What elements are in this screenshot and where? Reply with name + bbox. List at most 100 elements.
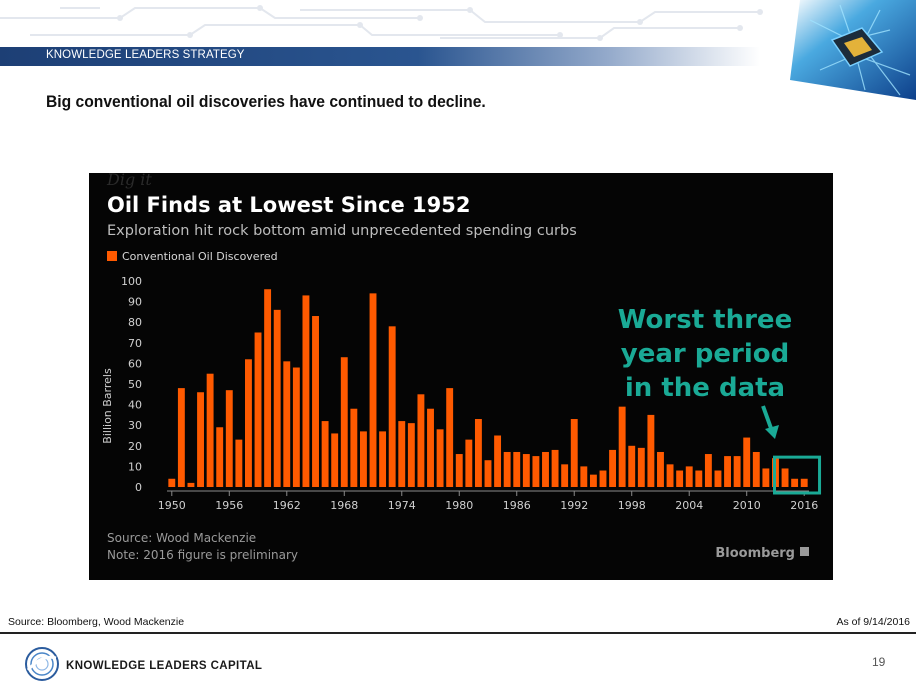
bar	[455, 454, 463, 487]
annotation-line-3: in the data	[625, 373, 785, 403]
bar	[676, 470, 684, 487]
x-tick-label: 2010	[733, 499, 761, 512]
bar	[551, 449, 559, 487]
chart-panel: Dig it Oil Finds at Lowest Since 1952 Ex…	[89, 173, 833, 580]
y-tick-label: 50	[128, 378, 142, 391]
annotation-line-2: year period	[621, 339, 789, 369]
bar	[244, 359, 252, 487]
bar	[714, 470, 722, 487]
x-tick-label: 1956	[215, 499, 243, 512]
y-tick-label: 0	[135, 481, 142, 494]
legend-label: Conventional Oil Discovered	[122, 250, 278, 263]
bar	[177, 388, 185, 487]
bar	[704, 454, 712, 487]
chart-note: Note: 2016 figure is preliminary	[107, 548, 298, 562]
bar	[618, 406, 626, 487]
bar	[168, 478, 176, 487]
bar	[427, 408, 434, 487]
y-tick-label: 100	[121, 275, 142, 288]
annotation-text: Worst three year period in the data	[618, 305, 792, 403]
bar	[724, 456, 732, 487]
bar	[292, 367, 300, 487]
bar	[666, 464, 674, 487]
y-tick-label: 30	[128, 419, 142, 432]
bar	[484, 460, 492, 487]
chart-title: Oil Finds at Lowest Since 1952	[107, 193, 470, 217]
bar	[800, 478, 808, 487]
y-axis-ticks: 0 10 20 30 40 50 60 70 80 90 100	[121, 275, 142, 494]
chart-source: Source: Wood Mackenzie	[107, 531, 256, 545]
y-axis-label: Billion Barrels	[101, 368, 114, 444]
y-tick-label: 20	[128, 440, 142, 453]
x-tick-label: 1950	[158, 499, 186, 512]
bar	[379, 431, 387, 487]
annotation-line-1: Worst three	[618, 305, 792, 335]
bar	[532, 456, 540, 487]
bar	[561, 464, 569, 487]
x-tick-label: 2004	[675, 499, 703, 512]
y-tick-label: 80	[128, 316, 142, 329]
company-logo-icon	[25, 647, 59, 681]
y-tick-label: 10	[128, 460, 142, 473]
legend-swatch	[107, 251, 117, 261]
bloomberg-logo-icon	[800, 547, 809, 556]
x-tick-label: 1980	[445, 499, 473, 512]
bar	[254, 332, 262, 487]
bloomberg-brand: Bloomberg	[715, 546, 795, 561]
bar	[513, 451, 521, 487]
bar	[407, 423, 415, 487]
bar	[369, 293, 377, 487]
bar-chart: Dig it Oil Finds at Lowest Since 1952 Ex…	[101, 173, 822, 562]
bar	[216, 427, 224, 487]
x-axis-ticks: 1950 1956 1962 1968 1974 1980 1986 1992 1998 2004…	[158, 491, 818, 512]
x-tick-label: 1992	[560, 499, 588, 512]
circuit-decoration	[0, 5, 763, 41]
page-number: 19	[872, 655, 886, 669]
bar	[781, 468, 789, 487]
bar	[743, 437, 751, 487]
x-tick-label: 1998	[618, 499, 646, 512]
x-tick-label: 1974	[388, 499, 416, 512]
bar	[599, 470, 607, 487]
bar	[187, 482, 195, 487]
bar	[264, 289, 272, 487]
bar	[637, 447, 645, 487]
y-tick-label: 70	[128, 337, 142, 350]
x-tick-label: 1986	[503, 499, 531, 512]
bar	[312, 316, 319, 487]
bar	[522, 454, 530, 487]
bar	[570, 419, 578, 487]
bar	[494, 435, 502, 487]
slide-title: Big conventional oil discoveries have co…	[46, 92, 486, 111]
bar	[206, 373, 214, 487]
bar	[446, 388, 454, 487]
bar	[321, 421, 329, 487]
worst-period-highlight-box	[773, 455, 822, 495]
bar	[609, 449, 617, 487]
bar	[225, 390, 233, 487]
bar	[503, 451, 511, 487]
bar	[752, 451, 760, 487]
circuit-chip-image	[790, 0, 916, 100]
bar	[657, 451, 664, 487]
bar-series	[168, 289, 808, 487]
bar	[436, 429, 444, 487]
bar	[733, 456, 741, 487]
bar	[628, 445, 636, 487]
header-banner	[0, 47, 760, 66]
footer-company-name: KNOWLEDGE LEADERS CAPITAL	[66, 660, 263, 672]
bar	[762, 468, 770, 487]
bar	[235, 439, 243, 487]
bar	[331, 433, 339, 487]
bar	[474, 419, 482, 487]
x-tick-label: 1968	[330, 499, 358, 512]
footer-as-of-date: As of 9/14/2016	[836, 616, 910, 628]
bar	[273, 309, 281, 487]
bar	[589, 474, 597, 487]
bar	[685, 466, 693, 487]
bar	[417, 394, 425, 487]
chart-watermark: Dig it	[106, 173, 152, 189]
bar	[542, 451, 549, 487]
chart-subtitle: Exploration hit rock bottom amid unprece…	[107, 223, 577, 239]
header-banner-text: KNOWLEDGE LEADERS STRATEGY	[46, 49, 245, 61]
